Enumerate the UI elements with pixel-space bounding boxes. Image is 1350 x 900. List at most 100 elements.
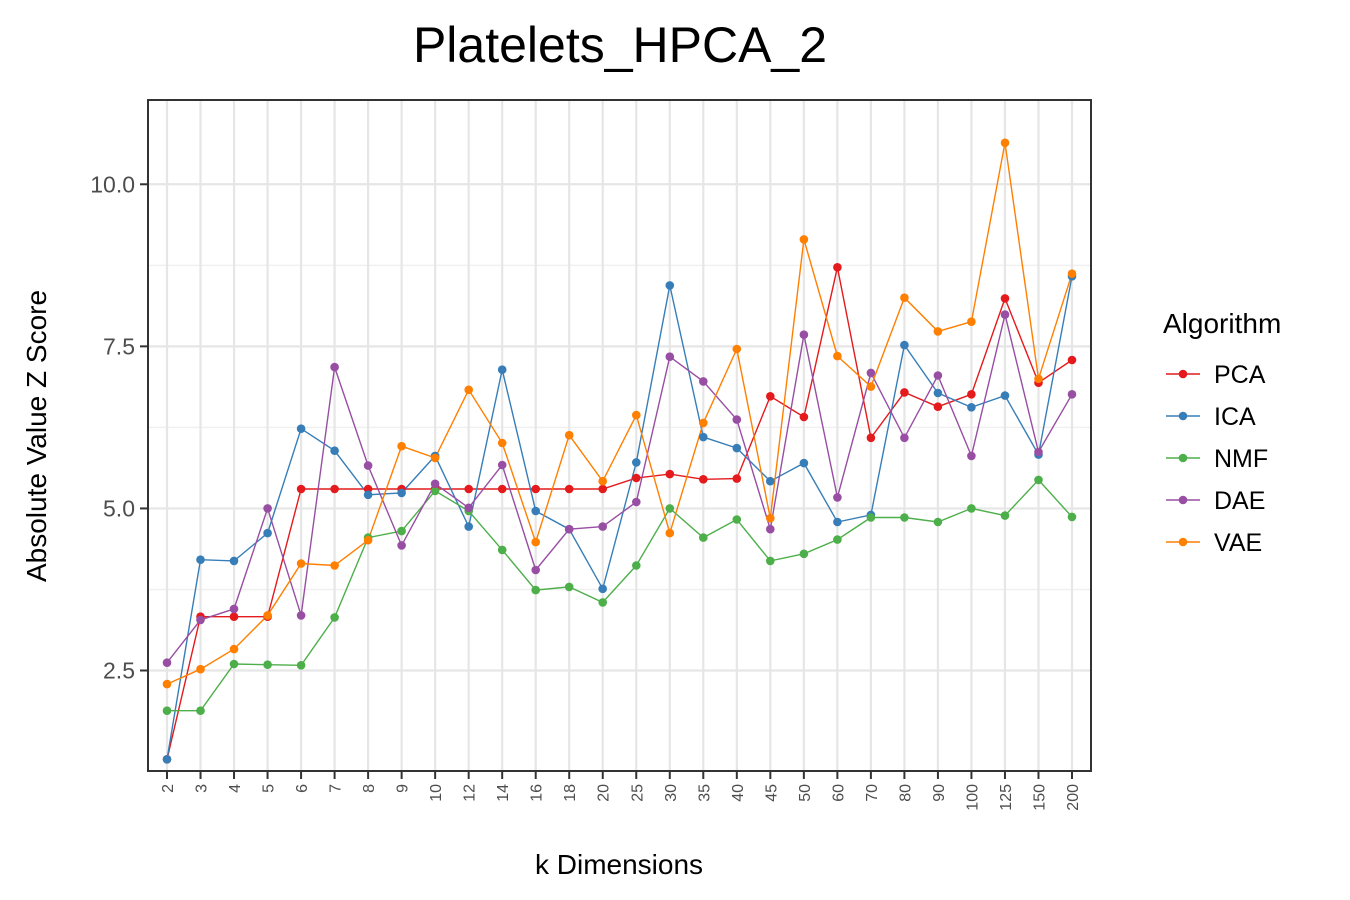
point-nmf-k16 [531,585,540,595]
series-line-nmf [167,478,1073,712]
point-pca-k12 [464,484,474,494]
point-vae-k25 [632,410,641,420]
point-vae-k30 [665,528,675,538]
series-lines [166,142,1073,760]
point-pca-k4 [229,612,239,621]
legend-item-dae: DAE [1166,487,1265,515]
series-line-vae [166,142,1073,685]
point-nmf-k45 [766,556,775,566]
point-dae-k7 [330,362,339,372]
point-pca-k125 [1000,294,1010,303]
point-pca-k25 [632,473,641,483]
x-tick-label: 80 [897,784,914,802]
point-vae-k50 [799,235,809,244]
x-tick-label: 4 [227,784,244,793]
point-vae-k7 [330,561,339,570]
point-dae-k70 [866,368,876,378]
legend-label-dae: DAE [1214,487,1265,515]
point-dae-k2 [162,658,172,667]
point-vae-k3 [196,664,205,674]
point-dae-k40 [732,415,742,424]
x-tick-label: 5 [261,784,278,793]
point-vae-k5 [263,611,272,620]
x-tick-label: 90 [931,784,948,802]
point-ica-k12 [464,522,474,531]
point-nmf-k10 [430,486,440,496]
point-vae-k4 [229,644,239,654]
x-tick-label: 12 [462,784,479,802]
point-dae-k45 [766,524,775,534]
point-nmf-k18 [564,582,574,592]
legend-key-point-ica [1178,411,1188,421]
point-vae-k70 [866,382,876,391]
point-dae-k4 [229,604,239,614]
y-tick-label: 2.5 [103,658,135,684]
x-tick-label: 125 [998,784,1015,811]
series-line-ica [166,276,1073,760]
point-pca-k80 [900,388,909,397]
point-dae-k150 [1034,447,1043,457]
chart-title: Platelets_HPCA_2 [413,17,827,73]
point-nmf-k20 [598,598,607,607]
point-dae-k10 [430,479,440,489]
series-line-dae [166,314,1073,664]
point-ica-k100 [967,403,976,412]
point-dae-k20 [598,522,607,531]
point-vae-k2 [162,679,172,689]
point-vae-k16 [531,537,540,547]
x-tick-label: 14 [495,784,512,802]
point-nmf-k90 [933,517,943,527]
x-tick-label: 9 [395,784,412,793]
point-vae-k45 [766,513,775,523]
point-nmf-k70 [866,513,876,522]
point-ica-k30 [665,281,675,290]
point-dae-k12 [464,503,474,513]
point-dae-k35 [699,377,708,386]
x-tick-label: 2 [160,784,177,793]
x-tick-label: 16 [529,784,546,802]
point-pca-k90 [933,402,943,412]
point-dae-k9 [397,541,406,550]
point-vae-k35 [699,418,708,428]
point-dae-k125 [1000,310,1010,319]
x-tick-label: 35 [696,784,713,802]
point-dae-k25 [632,497,641,507]
legend-item-pca: PCA [1166,361,1266,389]
point-dae-k3 [196,615,205,625]
point-dae-k18 [564,524,574,534]
point-vae-k100 [967,317,976,327]
plot-grid [148,100,1091,771]
x-tick-label: 40 [730,784,747,802]
point-vae-k6 [296,559,306,568]
point-ica-k60 [833,517,842,527]
point-dae-k16 [531,565,540,575]
x-tick-label: 100 [964,784,981,811]
point-vae-k150 [1034,374,1043,384]
point-pca-k45 [766,392,775,401]
point-vae-k40 [732,344,742,354]
point-ica-k125 [1000,391,1010,400]
point-vae-k125 [1000,138,1010,148]
point-dae-k14 [497,460,507,470]
x-tick-label: 10 [428,784,445,802]
legend-item-ica: ICA [1166,403,1256,431]
legend-key-point-vae [1178,537,1188,547]
x-tick-label: 45 [763,784,780,802]
point-ica-k20 [598,584,607,594]
point-nmf-k35 [699,533,708,542]
point-nmf-k14 [497,545,507,555]
point-nmf-k80 [900,513,909,522]
point-vae-k10 [430,453,440,463]
point-ica-k8 [363,490,373,500]
point-nmf-k200 [1067,512,1077,522]
point-nmf-k4 [229,659,239,669]
point-ica-k35 [699,432,708,442]
x-tick-label: 150 [1032,784,1049,811]
point-ica-k90 [933,388,943,398]
point-pca-k7 [330,484,339,494]
x-tick-label: 6 [294,784,311,793]
point-nmf-k2 [162,706,172,715]
legend-item-nmf: NMF [1166,445,1268,473]
legend-key-point-pca [1178,369,1188,379]
